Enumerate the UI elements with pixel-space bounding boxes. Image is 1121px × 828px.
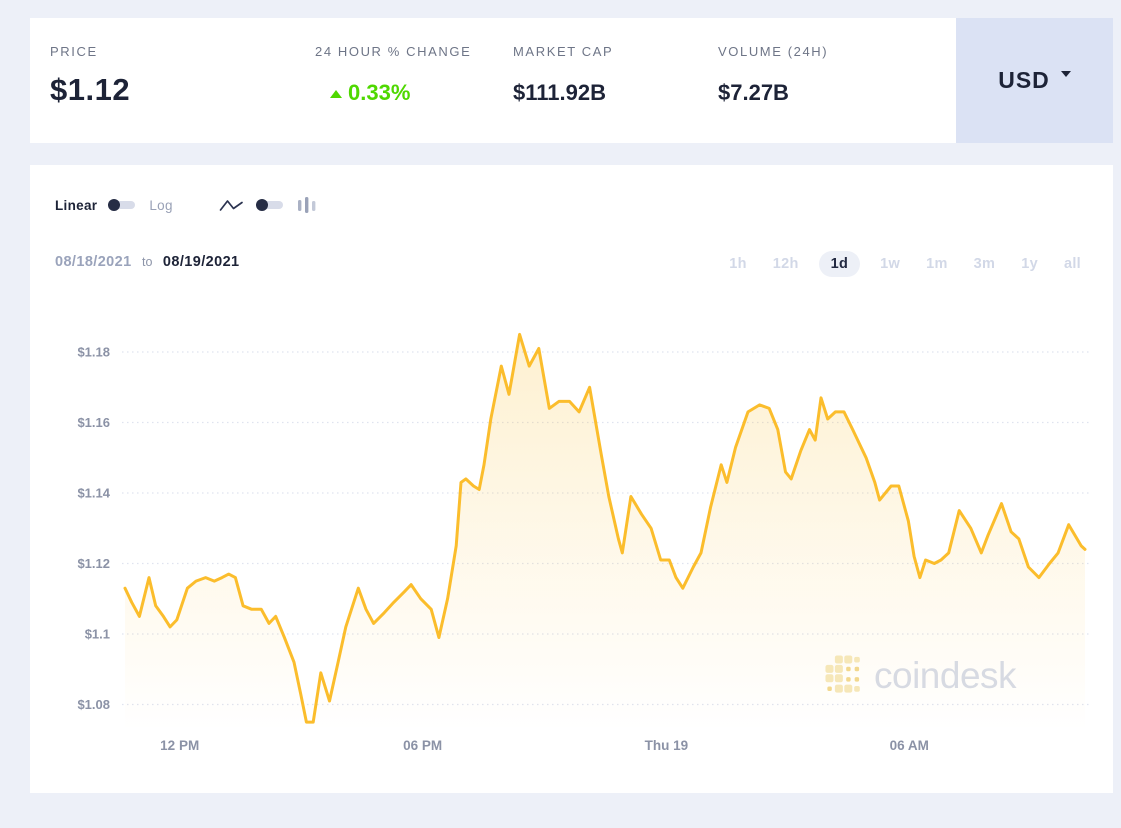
- date-separator: to: [142, 255, 153, 269]
- svg-text:12 PM: 12 PM: [160, 738, 199, 753]
- toggle-knob: [108, 199, 121, 211]
- svg-text:$1.16: $1.16: [77, 415, 110, 430]
- linear-label[interactable]: Linear: [55, 197, 98, 213]
- range-option-all[interactable]: all: [1063, 256, 1081, 272]
- scale-toggle[interactable]: [108, 199, 136, 211]
- range-selector: 1h 12h 1d 1w 1m 3m 1y all: [723, 251, 1087, 277]
- price-value: $1.12: [50, 72, 131, 107]
- stats-header: PRICE $1.12 24 HOUR % CHANGE 0.33% MARKE…: [30, 18, 1113, 143]
- range-option-1m[interactable]: 1m: [926, 256, 948, 272]
- change-label: 24 HOUR % CHANGE: [315, 44, 472, 59]
- price-chart[interactable]: $1.18 $1.16 $1.14 $1.12 $1.1 $1.08 12 PM 06 PM T…: [30, 165, 1113, 793]
- log-label[interactable]: Log: [149, 197, 173, 213]
- range-option-1w[interactable]: 1w: [880, 256, 901, 272]
- svg-text:$1.12: $1.12: [77, 556, 110, 571]
- up-triangle-icon: [330, 90, 342, 98]
- market-cap-value: $111.92B: [513, 80, 606, 105]
- range-option-1y[interactable]: 1y: [1021, 256, 1038, 272]
- bar-chart-icon[interactable]: [297, 196, 317, 214]
- toggle-knob: [255, 199, 268, 211]
- chevron-down-icon: [1060, 70, 1071, 77]
- date-range: 08/18/2021 to 08/19/2021: [55, 253, 240, 271]
- svg-text:06 AM: 06 AM: [890, 738, 929, 753]
- svg-text:Thu 19: Thu 19: [645, 738, 689, 753]
- range-option-12h[interactable]: 12h: [772, 256, 799, 272]
- price-label: PRICE: [50, 44, 98, 59]
- chart-card: Linear Log 08/18/2021 to 08/19/2021 1h 1…: [30, 165, 1113, 793]
- date-from[interactable]: 08/18/2021: [55, 254, 132, 270]
- range-option-1h[interactable]: 1h: [729, 256, 747, 272]
- volume-label: VOLUME (24H): [718, 44, 829, 59]
- range-option-1d[interactable]: 1d: [818, 251, 861, 277]
- change-value: 0.33%: [330, 80, 410, 106]
- volume-value: $7.27B: [718, 80, 789, 105]
- svg-text:$1.1: $1.1: [85, 627, 110, 642]
- currency-label: USD: [998, 67, 1050, 93]
- chart-type-toggle[interactable]: [255, 199, 283, 211]
- currency-selector[interactable]: USD: [956, 18, 1113, 143]
- svg-text:$1.08: $1.08: [77, 697, 110, 712]
- date-to[interactable]: 08/19/2021: [162, 254, 240, 270]
- line-chart-icon[interactable]: [219, 198, 245, 213]
- range-option-3m[interactable]: 3m: [973, 256, 996, 272]
- svg-text:06 PM: 06 PM: [403, 738, 442, 753]
- svg-text:$1.18: $1.18: [77, 345, 110, 360]
- market-cap-label: MARKET CAP: [513, 44, 614, 59]
- chart-controls: Linear Log: [55, 195, 317, 215]
- svg-text:$1.14: $1.14: [77, 486, 110, 501]
